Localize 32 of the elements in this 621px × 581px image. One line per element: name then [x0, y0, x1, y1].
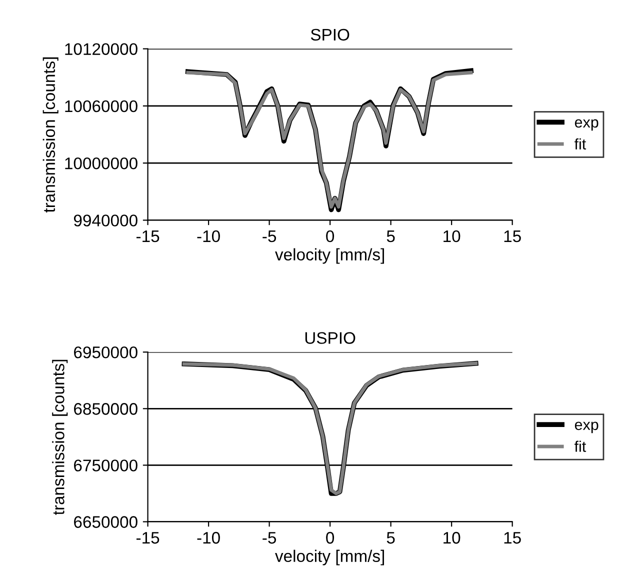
- x-tick-label: 15: [504, 230, 521, 242]
- x-tick-label: -5: [262, 230, 276, 242]
- x-tick-label: -15: [136, 230, 160, 242]
- y-axis-title: transmission [counts]: [52, 360, 68, 515]
- chart-title: SPIO: [310, 28, 350, 41]
- legend-label: fit: [574, 440, 586, 452]
- y-tick-label: 10120000: [65, 43, 138, 56]
- x-tick-label: 0: [326, 532, 334, 544]
- legend-label: exp: [574, 422, 598, 434]
- x-tick-label: -5: [262, 532, 276, 544]
- y-tick-label: 6650000: [74, 516, 138, 528]
- y-tick-label: 10000000: [65, 157, 138, 170]
- x-tick-label: 5: [386, 230, 395, 242]
- y-tick-label: 10060000: [65, 100, 138, 112]
- x-tick-label: -10: [197, 532, 220, 544]
- y-tick-label: 6850000: [74, 403, 138, 415]
- x-tick-label: 10: [444, 230, 460, 242]
- x-tick-label: 15: [504, 532, 521, 544]
- x-axis-title: velocity [mm/s]: [275, 248, 384, 264]
- y-tick-label: 6750000: [74, 460, 138, 472]
- x-tick-label: 5: [386, 532, 395, 544]
- x-tick-label: -10: [197, 230, 220, 242]
- x-tick-label: -15: [136, 532, 160, 544]
- chart-title: USPIO: [305, 332, 356, 344]
- legend-label: fit: [574, 138, 586, 150]
- legend-label: exp: [574, 119, 598, 131]
- x-tick-label: 0: [326, 230, 334, 242]
- y-tick-label: 6950000: [74, 346, 138, 358]
- y-tick-label: 9940000: [74, 214, 138, 226]
- x-axis-title: velocity [mm/s]: [275, 550, 384, 566]
- x-tick-label: 10: [444, 532, 460, 544]
- y-axis-title: transmission [counts]: [42, 57, 58, 213]
